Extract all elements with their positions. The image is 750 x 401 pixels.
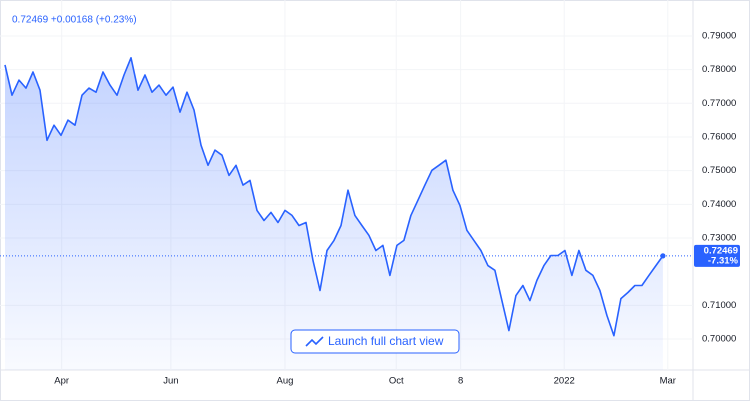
x-tick-label: Oct bbox=[389, 376, 404, 387]
last-point bbox=[660, 253, 666, 259]
launch-button[interactable]: Launch full chart view bbox=[290, 329, 460, 354]
x-tick-label: Mar bbox=[660, 376, 676, 387]
y-tick-label: 0.77000 bbox=[702, 98, 736, 109]
price-tag-value: 0.72469 bbox=[704, 245, 738, 256]
x-tick-label: 2022 bbox=[554, 376, 575, 387]
price-tag-change: -7.31% bbox=[708, 255, 739, 266]
y-tick-label: 0.71000 bbox=[702, 300, 736, 311]
x-tick-label: Apr bbox=[54, 376, 69, 387]
y-tick-label: 0.75000 bbox=[702, 165, 736, 176]
y-tick-label: 0.79000 bbox=[702, 30, 736, 41]
button-icon bbox=[305, 336, 324, 347]
x-tick-label: 8 bbox=[458, 376, 463, 387]
header-quote: 0.72469 +0.00168 (+0.23%) bbox=[12, 15, 137, 26]
y-tick-label: 0.73000 bbox=[702, 233, 736, 244]
button-label[interactable]: Launch full chart view bbox=[328, 334, 444, 348]
plot bbox=[0, 0, 693, 371]
y-tick-label: 0.78000 bbox=[702, 64, 736, 75]
y-tick-label: 0.74000 bbox=[702, 199, 736, 210]
button-box[interactable] bbox=[290, 329, 460, 354]
x-tick-label: Aug bbox=[277, 376, 294, 387]
y-tick-label: 0.70000 bbox=[702, 334, 736, 345]
area-fill bbox=[5, 57, 663, 371]
x-tick-label: Jun bbox=[163, 376, 178, 387]
price-line bbox=[4, 57, 664, 337]
y-tick-label: 0.76000 bbox=[702, 131, 736, 142]
price-tag bbox=[694, 244, 740, 267]
